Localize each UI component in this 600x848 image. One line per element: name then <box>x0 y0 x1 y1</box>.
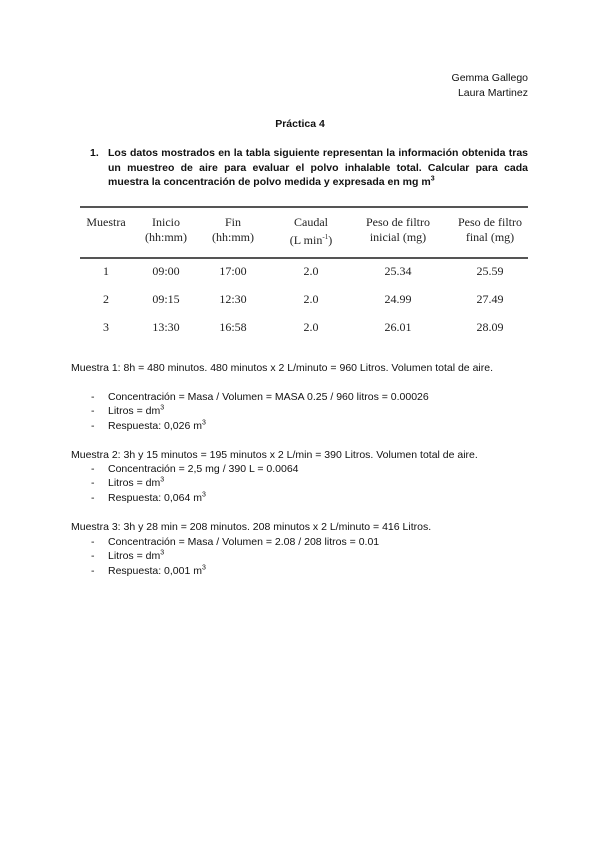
header-text: (L min <box>289 233 323 247</box>
bullet-marker: - <box>91 492 95 504</box>
bullet-marker: - <box>91 550 95 562</box>
sample-heading: Muestra 3: 3h y 28 min = 208 minutos. 20… <box>71 521 432 533</box>
table-cell: 26.01 <box>384 320 412 334</box>
table-header-cell: Peso de filtro inicial (mg) <box>348 215 448 245</box>
page-title: Práctica 4 <box>275 118 325 130</box>
author-2: Laura Martinez <box>457 87 528 99</box>
bullet-item: Litros = dm3 <box>108 404 165 418</box>
bullet-marker: - <box>91 405 95 417</box>
table-cell: 24.99 <box>384 292 412 306</box>
header-line-2: (hh:mm) <box>116 230 216 245</box>
table-cell: 25.34 <box>384 264 412 278</box>
table-cell: 27.49 <box>476 292 504 306</box>
bullet-marker: - <box>91 391 95 403</box>
table-cell: 13:30 <box>152 320 180 334</box>
bullet-sup: 3 <box>201 419 206 427</box>
header-line-1: Fin <box>224 215 241 229</box>
header-line-1: Inicio <box>152 215 180 229</box>
bullet-sup: 3 <box>201 564 206 572</box>
bullet-text: Respuesta: 0,026 m <box>108 420 202 432</box>
table-cell: 2.0 <box>303 264 319 278</box>
table-cell: 17:00 <box>219 264 247 278</box>
bullet-item: Litros = dm3 <box>108 476 165 490</box>
bullet-item: Respuesta: 0,026 m3 <box>108 419 206 433</box>
bullet-marker: - <box>91 565 95 577</box>
table-cell: 25.59 <box>476 264 504 278</box>
header-sup: -1 <box>322 233 329 241</box>
header-text: final (mg) <box>465 230 515 244</box>
table-header-cell: Peso de filtro final (mg) <box>440 215 540 245</box>
bullet-text: Litros = dm <box>108 477 161 489</box>
header-text-after: ) <box>328 233 333 247</box>
table-header-cell: Caudal (L min-1) <box>261 215 361 248</box>
table-cell: 16:58 <box>219 320 247 334</box>
header-line-2: (hh:mm) <box>183 230 283 245</box>
table-cell: 3 <box>103 320 109 334</box>
bullet-item: Concentración = Masa / Volumen = MASA 0.… <box>108 391 429 403</box>
bullet-text: Respuesta: 0,064 m <box>108 492 202 504</box>
bullet-text: Respuesta: 0,001 m <box>108 565 202 577</box>
bullet-sup: 3 <box>201 491 206 499</box>
table-header-cell: Muestra <box>56 215 156 230</box>
question-body: Los datos mostrados en la tabla siguient… <box>108 147 528 188</box>
bullet-item: Concentración = 2,5 mg / 390 L = 0.0064 <box>108 463 299 475</box>
header-line-1: Peso de filtro <box>458 215 522 229</box>
bullet-text: Concentración = Masa / Volumen = 2.08 / … <box>108 536 380 548</box>
bullet-item: Respuesta: 0,064 m3 <box>108 491 206 505</box>
question-text: Los datos mostrados en la tabla siguient… <box>108 146 528 190</box>
header-text: inicial (mg) <box>369 230 427 244</box>
bullet-sup: 3 <box>160 549 165 557</box>
table-cell: 12:30 <box>219 292 247 306</box>
sample-heading: Muestra 2: 3h y 15 minutos = 195 minutos… <box>71 449 478 461</box>
bullet-text: Concentración = 2,5 mg / 390 L = 0.0064 <box>108 463 299 475</box>
sample-heading: Muestra 1: 8h = 480 minutos. 480 minutos… <box>71 362 493 374</box>
table-cell: 1 <box>103 264 109 278</box>
table-cell: 2 <box>103 292 109 306</box>
header-text: (hh:mm) <box>145 230 187 244</box>
table-top-rule <box>80 206 528 208</box>
header-line-1: Muestra <box>86 215 126 229</box>
bullet-item: Respuesta: 0,001 m3 <box>108 564 206 578</box>
bullet-marker: - <box>91 477 95 489</box>
bullet-item: Litros = dm3 <box>108 549 165 563</box>
table-cell: 2.0 <box>303 292 319 306</box>
bullet-sup: 3 <box>160 404 165 412</box>
question-number: 1. <box>90 147 99 159</box>
bullet-marker: - <box>91 536 95 548</box>
header-line-1: Peso de filtro <box>366 215 430 229</box>
header-line-1: Caudal <box>294 215 328 229</box>
table-header-cell: Inicio (hh:mm) <box>116 215 216 245</box>
table-header-cell: Fin (hh:mm) <box>183 215 283 245</box>
bullet-marker: - <box>91 420 95 432</box>
bullet-text: Litros = dm <box>108 405 161 417</box>
bullet-item: Concentración = Masa / Volumen = 2.08 / … <box>108 536 379 548</box>
table-header-rule <box>80 257 528 259</box>
table-cell: 09:15 <box>152 292 180 306</box>
bullet-text: Concentración = Masa / Volumen = MASA 0.… <box>108 391 429 403</box>
table-cell: 2.0 <box>303 320 319 334</box>
header-text: (hh:mm) <box>212 230 254 244</box>
bullet-marker: - <box>91 463 95 475</box>
table-cell: 09:00 <box>152 264 180 278</box>
header-line-2: (L min-1) <box>261 233 361 248</box>
bullet-text: Litros = dm <box>108 550 161 562</box>
bullet-sup: 3 <box>160 476 165 484</box>
question-sup: 3 <box>430 175 435 183</box>
table-cell: 28.09 <box>476 320 504 334</box>
header-line-2: inicial (mg) <box>348 230 448 245</box>
author-1: Gemma Gallego <box>451 72 528 84</box>
header-line-2: final (mg) <box>440 230 540 245</box>
